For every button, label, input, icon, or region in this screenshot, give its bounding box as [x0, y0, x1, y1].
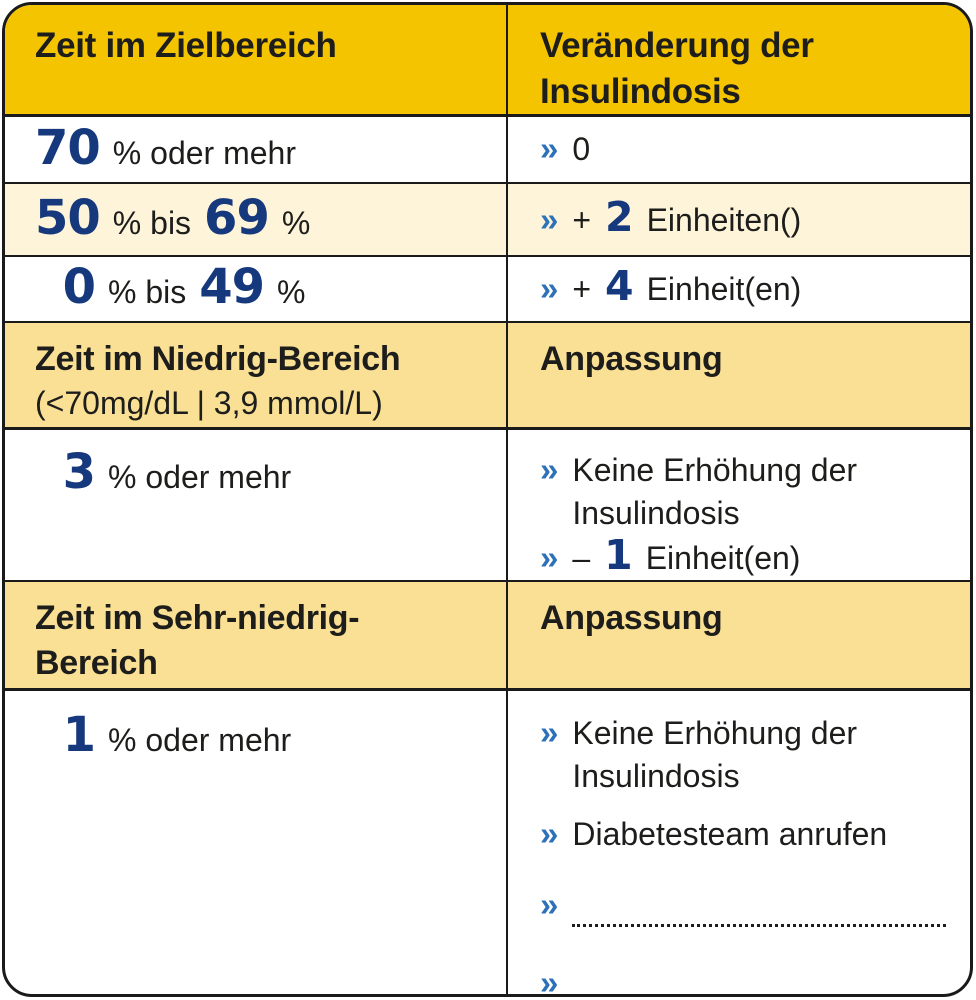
table-row: 1 % oder mehr » Keine Erhöhung der Insul… [5, 691, 970, 997]
chevron-bullet-icon: » [540, 885, 559, 923]
range-value: 70 [35, 119, 101, 176]
chevron-bullet-icon: » [540, 130, 559, 168]
action-text: Einheiten() [646, 201, 802, 238]
range-cell: 1 % oder mehr [5, 691, 506, 994]
column-title-time-in-range: Zeit im Zielbereich [35, 26, 337, 65]
action-cell: » + 2 Einheiten() [506, 184, 970, 255]
dose-sign: – [572, 540, 591, 577]
chevron-bullet-icon: » [540, 714, 559, 751]
range-label: % bis [108, 274, 187, 311]
table-row: 3 % oder mehr » Keine Erhöhung der Insul… [5, 430, 970, 582]
fill-in-line [572, 893, 946, 928]
section-title: Zeit im Niedrig-Bereich [35, 340, 401, 378]
table-row: 50 % bis 69 % » + 2 Einheiten() [5, 184, 970, 257]
section-title: Zeit im Sehr-niedrig- Bereich [35, 599, 360, 682]
action-cell: » Keine Erhöhung der Insulindosis » Diab… [506, 691, 970, 997]
action-text: Einheit(en) [645, 540, 801, 577]
range-label: % oder mehr [112, 134, 296, 171]
section-action-cell: Anpassung [506, 582, 970, 688]
section-header-row: Zeit im Niedrig-Bereich (<70mg/dL | 3,9 … [5, 323, 970, 430]
section-title: Anpassung [540, 599, 723, 637]
header-cell-dose-change: Veränderung der Insulindosis [506, 5, 970, 114]
fill-in-line [572, 972, 946, 994]
range-value: 1 [62, 707, 96, 763]
range-value: 0 [62, 259, 96, 316]
action-cell: » 0 [506, 117, 970, 182]
action-text: Keine Erhöhung der Insulindosis [572, 715, 858, 795]
table-header-row: Zeit im Zielbereich Veränderung der Insu… [5, 5, 970, 117]
table-row: 70 % oder mehr » 0 [5, 117, 970, 184]
action-cell: » Keine Erhöhung der Insulindosis » – 1 … [506, 430, 970, 581]
range-value: 50 [35, 189, 101, 246]
action-text: Keine Erhöhung der Insulindosis [572, 452, 858, 532]
range-value: 3 [62, 444, 96, 500]
section-action-cell: Anpassung [506, 323, 970, 427]
dose-value: 4 [605, 262, 634, 311]
range-label: % oder mehr [108, 722, 292, 758]
range-label: % [281, 204, 311, 241]
action-text: Einheit(en) [646, 271, 802, 308]
section-title-cell: Zeit im Sehr-niedrig- Bereich [5, 582, 506, 688]
blank-entry: » [540, 961, 946, 997]
action-cell: » + 4 Einheit(en) [506, 257, 970, 321]
range-label: % oder mehr [108, 459, 292, 495]
range-cell: 0 % bis 49 % [5, 257, 506, 321]
chevron-bullet-icon: » [540, 200, 559, 238]
dose-sign: + [572, 271, 592, 308]
range-value: 69 [204, 189, 270, 246]
chevron-bullet-icon: » [540, 964, 559, 997]
table-row: 0 % bis 49 % » + 4 Einheit(en) [5, 257, 970, 323]
range-cell: 50 % bis 69 % [5, 184, 506, 255]
blank-entry: » [540, 883, 946, 928]
section-title-cell: Zeit im Niedrig-Bereich (<70mg/dL | 3,9 … [5, 323, 506, 427]
column-title-dose-change: Veränderung der Insulindosis [540, 26, 814, 111]
chevron-bullet-icon: » [540, 815, 559, 853]
range-value: 49 [199, 259, 265, 316]
chevron-bullet-icon: » [540, 539, 559, 577]
chevron-bullet-icon: » [540, 270, 559, 308]
range-cell: 70 % oder mehr [5, 117, 506, 182]
header-cell-time-in-range: Zeit im Zielbereich [5, 5, 506, 114]
dose-value: 1 [604, 531, 633, 580]
section-title: Anpassung [540, 340, 723, 378]
range-label: % bis [112, 204, 192, 241]
section-header-row: Zeit im Sehr-niedrig- Bereich Anpassung [5, 582, 970, 691]
action-text: 0 [572, 131, 591, 168]
range-label: % [277, 274, 306, 311]
range-cell: 3 % oder mehr [5, 430, 506, 581]
action-text: Diabetesteam anrufen [572, 816, 888, 853]
dose-value: 2 [605, 192, 634, 241]
section-subtitle: (<70mg/dL | 3,9 mmol/L) [35, 384, 383, 421]
dose-sign: + [572, 201, 592, 238]
chevron-bullet-icon: » [540, 451, 559, 488]
